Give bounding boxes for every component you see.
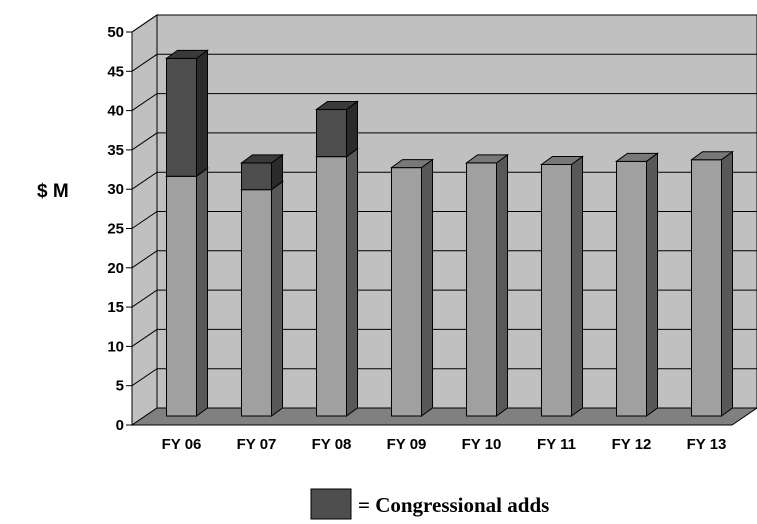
x-tick-label: FY 08: [312, 436, 352, 453]
bar-side: [721, 150, 733, 417]
bar-top: [614, 152, 660, 162]
y-tick-label: 5: [116, 378, 124, 395]
bar-segment: [239, 180, 285, 417]
y-tick-label: 50: [107, 24, 124, 41]
bar-front: [166, 175, 197, 417]
chart-bars: [164, 49, 735, 417]
x-tick-label: FY 13: [687, 436, 727, 453]
bar-top: [239, 154, 285, 164]
floor: [130, 407, 757, 426]
y-tick-label: 20: [107, 260, 124, 277]
bar-side: [496, 153, 508, 417]
legend-swatch: [310, 488, 352, 520]
y-tick-label: 0: [116, 417, 124, 434]
bar-front: [241, 189, 272, 417]
bar-front: [466, 162, 497, 417]
bar-segment: [164, 49, 210, 178]
bar-top: [539, 155, 585, 165]
bar-front: [166, 57, 197, 177]
x-tick-label: FY 11: [537, 436, 576, 453]
gridline: [131, 53, 757, 72]
bar-front: [316, 108, 347, 158]
bar-front: [616, 160, 647, 417]
bar-side: [646, 152, 658, 417]
bar-side: [571, 155, 583, 417]
legend: = Congressional adds: [310, 488, 549, 520]
gridline: [131, 93, 757, 112]
bar-front: [241, 162, 272, 191]
bar-side: [346, 100, 358, 158]
x-tick-label: FY 09: [387, 436, 427, 453]
bar-segment: [614, 152, 660, 417]
bar-segment: [314, 100, 360, 158]
bar-segment: [389, 158, 435, 417]
y-tick-label: 10: [107, 338, 124, 355]
y-tick-label: 45: [107, 63, 124, 80]
bar-side: [271, 180, 283, 417]
bar-front: [541, 163, 572, 417]
chart-axes: [126, 31, 133, 426]
bar-segment: [464, 153, 510, 417]
bar-top: [314, 100, 360, 110]
chart-walls: [130, 14, 757, 426]
bar-segment: [689, 150, 735, 417]
x-tick-label: FY 06: [162, 436, 202, 453]
bar-front: [391, 167, 422, 417]
bar-segment: [239, 153, 285, 191]
y-tick-label: 30: [107, 181, 124, 198]
y-tick-label: 25: [107, 221, 124, 238]
bar-segment: [164, 167, 210, 417]
x-tick-label: FY 10: [462, 436, 502, 453]
y-tick-label: 35: [107, 142, 124, 159]
bar-top: [689, 151, 735, 161]
y-tick-label: 40: [107, 103, 124, 120]
x-tick-labels: FY 06 FY 07 FY 08 FY 09 FY 10 FY 11 FY 12 FY 13: [162, 436, 727, 453]
bar-side: [196, 49, 208, 178]
legend-label: = Congressional adds: [358, 493, 549, 517]
bar-segment: [539, 155, 585, 417]
gridline: [131, 14, 757, 33]
bar-side: [421, 158, 433, 417]
bar-side: [196, 167, 208, 417]
bar-top: [464, 154, 510, 164]
bar-segment: [314, 147, 360, 417]
x-tick-label: FY 07: [237, 436, 277, 453]
y-tick-label: 15: [107, 299, 124, 316]
x-tick-label: FY 12: [612, 436, 652, 453]
y-axis-title: $ M: [37, 181, 69, 202]
bar-front: [316, 156, 347, 417]
bar-top: [164, 49, 210, 59]
y-tick-labels: 0 5 10 15 20 25 30 35 40 45 50: [107, 24, 124, 434]
gridline: [131, 132, 757, 151]
bar-front: [691, 159, 722, 417]
bar-top: [389, 159, 435, 169]
bar-side: [346, 147, 358, 417]
